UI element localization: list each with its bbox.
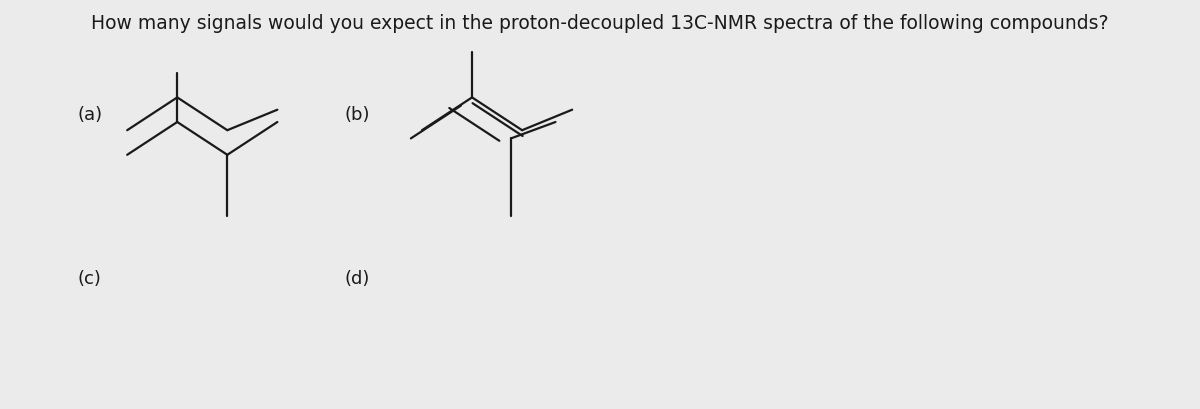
Text: (a): (a) xyxy=(77,106,102,124)
Text: (d): (d) xyxy=(344,269,370,287)
Text: (c): (c) xyxy=(77,269,101,287)
Text: (b): (b) xyxy=(344,106,370,124)
Text: How many signals would you expect in the proton-decoupled 13C-NMR spectra of the: How many signals would you expect in the… xyxy=(91,14,1109,33)
